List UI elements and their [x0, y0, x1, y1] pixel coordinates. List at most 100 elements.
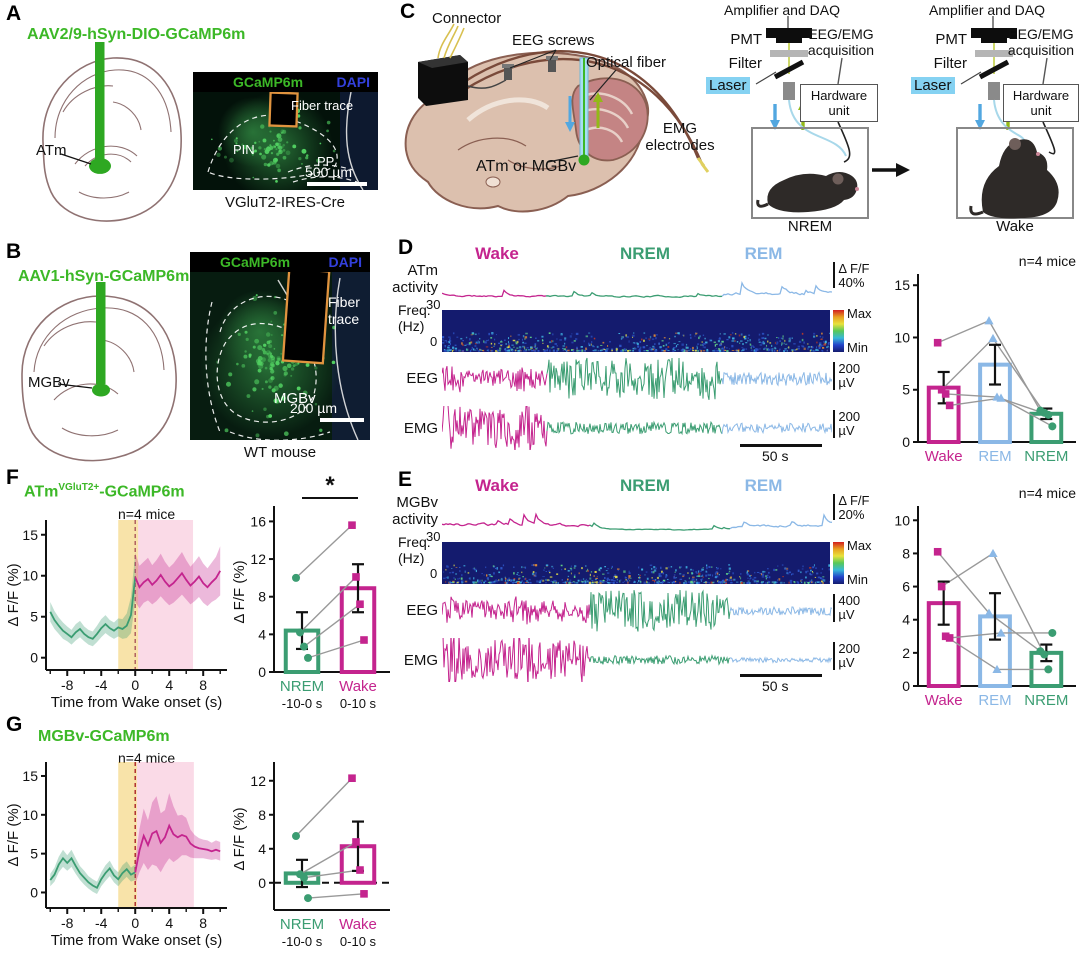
- emg-label: EMG: [403, 652, 438, 669]
- svg-text:Δ F/F (%): Δ F/F (%): [6, 563, 22, 626]
- pmt-label: PMT: [935, 31, 967, 48]
- hardware-unit-box: Hardware unit: [800, 84, 878, 122]
- svg-text:0: 0: [258, 875, 266, 891]
- colorbar-min: Min: [847, 340, 868, 355]
- svg-text:4: 4: [165, 915, 173, 931]
- eeg-screws-label: EEG screws: [512, 32, 595, 49]
- atm-activity-trace: [442, 281, 832, 298]
- svg-text:10: 10: [22, 807, 38, 823]
- pp-region-label: PP: [317, 154, 335, 169]
- svg-text:8: 8: [902, 545, 910, 561]
- eeg-spectrogram: [442, 542, 830, 584]
- freq-label: Freq.: [398, 534, 431, 550]
- svg-text:0: 0: [131, 677, 139, 693]
- fiber-trace-label: Fiber trace: [291, 98, 354, 113]
- svg-text:15: 15: [22, 768, 38, 784]
- eeg-spectrogram: [442, 310, 830, 352]
- freq-max: 30: [426, 297, 441, 312]
- eeg-emg-acquisition-label: EEG/EMG acquisition: [1007, 26, 1075, 58]
- filter-label: Filter: [728, 55, 762, 72]
- colorbar-max: Max: [847, 538, 872, 553]
- svg-text:-10-0 s: -10-0 s: [282, 934, 323, 949]
- svg-text:Δ F/F (%): Δ F/F (%): [6, 803, 22, 866]
- emg-electrodes-label: EMG electrodes: [645, 120, 715, 154]
- panel-a-histology-image: GCaMP6m DAPI Fiber trace PIN PP 500 µm: [193, 72, 378, 190]
- mgbv-activity-trace: [442, 512, 832, 531]
- svg-text:0: 0: [30, 650, 38, 666]
- scalebar-label: 200 µm: [290, 400, 337, 416]
- time-scalebar: [740, 674, 822, 677]
- svg-text:NREM: NREM: [1024, 692, 1068, 709]
- fiber-trace-label: Fiber trace: [328, 294, 360, 327]
- freq-unit: (Hz): [398, 318, 425, 334]
- panel-a-histology-canvas: [193, 92, 378, 190]
- spectrogram-colorbar: [833, 310, 844, 352]
- panel-a-title: AAV2/9-hSyn-DIO-GCaMP6m: [27, 26, 246, 43]
- svg-text:Wake: Wake: [925, 692, 963, 709]
- pin-region-label: PIN: [233, 142, 255, 157]
- target-region-label: ATm or MGBv: [476, 158, 577, 175]
- svg-text:n=4 mice: n=4 mice: [1019, 253, 1076, 269]
- svg-text:12: 12: [250, 773, 266, 789]
- panel-b-histology-canvas: [190, 272, 370, 440]
- freq-unit: (Hz): [398, 550, 425, 566]
- eeg-scalebar: 200 µV: [833, 362, 860, 390]
- svg-text:4: 4: [258, 841, 266, 857]
- svg-text:REM: REM: [978, 692, 1011, 709]
- svg-text:Δ F/F (%): Δ F/F (%): [232, 560, 248, 623]
- wake-header: Wake: [475, 244, 519, 263]
- panel-c-label: C: [400, 0, 416, 23]
- panel-a-brain-schematic: [42, 42, 182, 222]
- freq-min: 0: [430, 566, 438, 581]
- svg-text:n=4 mice: n=4 mice: [1019, 485, 1076, 501]
- svg-text:Δ F/F (%): Δ F/F (%): [232, 807, 248, 870]
- panel-d-label: D: [398, 236, 414, 259]
- svg-text:*: *: [325, 476, 335, 499]
- svg-text:8: 8: [199, 677, 207, 693]
- pmt-label: PMT: [730, 31, 762, 48]
- eeg-label: EEG: [406, 370, 438, 387]
- svg-text:10: 10: [894, 512, 910, 528]
- spectrogram-colorbar: [833, 542, 844, 584]
- svg-text:8: 8: [199, 915, 207, 931]
- svg-text:0: 0: [258, 664, 266, 680]
- svg-text:Wake: Wake: [339, 678, 377, 695]
- svg-text:6: 6: [902, 579, 910, 595]
- panel-d-bar-chart: 0 5 10 15 Wake REM NREM n=4 mice: [894, 253, 1076, 465]
- svg-text:-8: -8: [61, 915, 74, 931]
- svg-text:0: 0: [30, 884, 38, 900]
- svg-text:15: 15: [894, 277, 910, 293]
- nrem-header: NREM: [619, 244, 671, 263]
- atm-activity-label: ATm activity: [392, 262, 438, 296]
- svg-text:Wake: Wake: [925, 448, 963, 465]
- gcamp-label: GCaMP6m: [233, 74, 304, 90]
- rem-header: REM: [744, 244, 783, 263]
- svg-text:0-10 s: 0-10 s: [340, 696, 377, 711]
- panel-e-bar-chart: 0 2 4 6 8 10 Wake REM NREM n=4 mice: [894, 485, 1076, 709]
- svg-text:4: 4: [902, 612, 910, 628]
- svg-text:NREM: NREM: [280, 678, 324, 695]
- svg-text:0: 0: [902, 434, 910, 450]
- freq-label: Freq.: [398, 302, 431, 318]
- panel-b-brain-schematic: [21, 282, 177, 462]
- emg-trace: [442, 638, 832, 682]
- svg-text:0: 0: [902, 678, 910, 694]
- panel-g-n-label: n=4 mice: [118, 750, 176, 766]
- optical-fiber-label: Optical fiber: [586, 54, 667, 71]
- emg-scalebar: 200 µV: [833, 410, 860, 438]
- eeg-emg-acquisition-label: EEG/EMG acquisition: [807, 26, 875, 58]
- panel-b-histology-image: GCaMP6m DAPI Fiber trace MGBv 200 µm: [190, 252, 370, 440]
- dapi-label: DAPI: [336, 74, 370, 90]
- wake-header: Wake: [475, 476, 519, 495]
- scalebar: [320, 418, 364, 422]
- panel-b-label: B: [6, 240, 22, 263]
- dff-scalebar: Δ F/F 40%: [833, 262, 869, 290]
- svg-text:16: 16: [250, 513, 266, 529]
- emg-scalebar: 200 µV: [833, 642, 860, 670]
- svg-text:5: 5: [902, 382, 910, 398]
- svg-text:-4: -4: [95, 915, 108, 931]
- panel-c-diagram: [404, 16, 1074, 219]
